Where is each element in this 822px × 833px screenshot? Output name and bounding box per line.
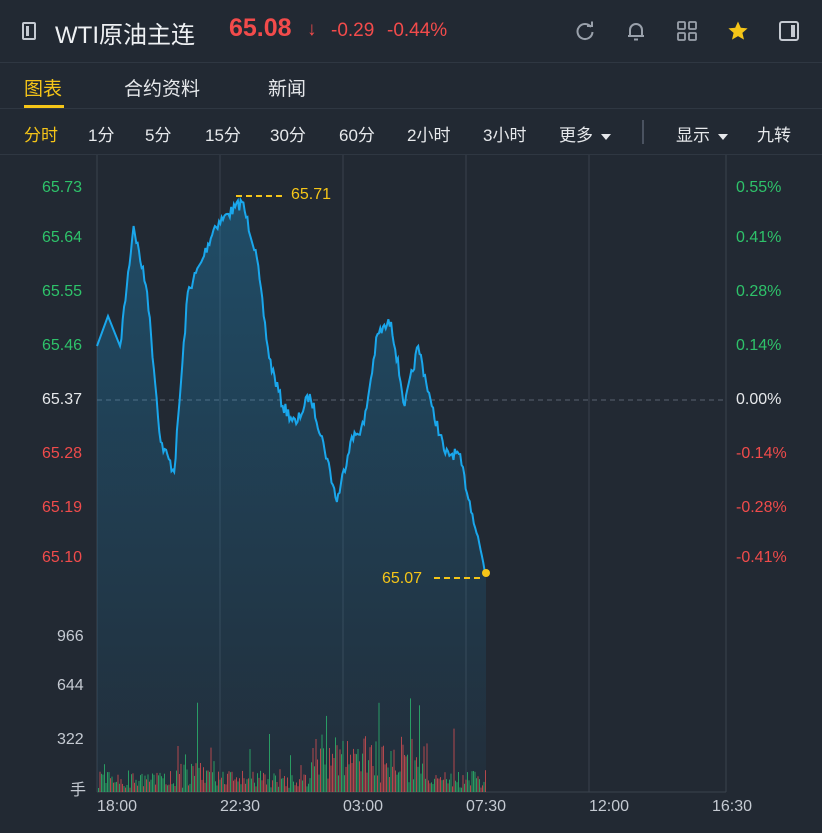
period-30m[interactable]: 30分 bbox=[270, 126, 306, 145]
low-price-label: 65.07 bbox=[382, 570, 423, 587]
tab-bar: 图表 合约资料 新闻 bbox=[0, 62, 822, 109]
bell-icon[interactable] bbox=[625, 20, 647, 42]
percent-tick: -0.14% bbox=[736, 445, 787, 462]
down-arrow-icon: ↓ bbox=[307, 19, 317, 40]
percent-tick: -0.28% bbox=[736, 499, 787, 516]
period-1m[interactable]: 1分 bbox=[88, 126, 115, 145]
period-15m[interactable]: 15分 bbox=[205, 126, 241, 145]
period-more-dropdown[interactable]: 更多 bbox=[559, 121, 611, 146]
price-line bbox=[96, 196, 487, 575]
time-tick: 12:00 bbox=[589, 798, 630, 815]
time-tick: 22:30 bbox=[220, 798, 261, 815]
high-price-label: 65.71 bbox=[291, 186, 332, 203]
display-label: 显示 bbox=[676, 126, 710, 145]
volume-unit: 手 bbox=[70, 782, 87, 799]
percent-tick: 0.14% bbox=[736, 337, 782, 354]
header-bar: WTI原油主连 65.08 ↓ -0.29 -0.44% bbox=[0, 0, 822, 63]
time-tick: 03:00 bbox=[343, 798, 384, 815]
last-price: 65.08 bbox=[229, 14, 292, 42]
display-dropdown[interactable]: 显示 bbox=[676, 121, 728, 146]
percent-tick: 0.41% bbox=[736, 229, 782, 246]
period-60m[interactable]: 60分 bbox=[339, 126, 375, 145]
price-tick: 65.19 bbox=[42, 499, 83, 516]
instrument-title: WTI原油主连 bbox=[55, 22, 195, 49]
jiuzhuan-button[interactable]: 九转 bbox=[757, 126, 791, 145]
chevron-down-icon bbox=[718, 133, 728, 140]
star-icon[interactable] bbox=[727, 20, 749, 42]
price-tick: 65.28 bbox=[42, 445, 83, 462]
price-area-fill bbox=[97, 199, 486, 793]
sidebar-toggle-icon[interactable] bbox=[22, 22, 36, 40]
price-tick: 65.37 bbox=[42, 391, 83, 408]
panel-icon[interactable] bbox=[778, 20, 800, 42]
price-tick: 65.55 bbox=[42, 283, 83, 300]
tab-news[interactable]: 新闻 bbox=[268, 79, 307, 100]
percent-tick: 0.55% bbox=[736, 179, 782, 196]
chevron-down-icon bbox=[601, 133, 611, 140]
percent-tick: 0.00% bbox=[736, 391, 782, 408]
period-toolbar: 分时 1分 5分 15分 30分 60分 2小时 3小时 更多 显示 九转 bbox=[0, 108, 822, 155]
more-label: 更多 bbox=[559, 126, 593, 145]
tab-contract-info[interactable]: 合约资料 bbox=[124, 79, 201, 100]
time-tick: 18:00 bbox=[97, 798, 138, 815]
period-3h[interactable]: 3小时 bbox=[483, 126, 527, 145]
price-change: -0.29 bbox=[331, 20, 375, 41]
price-tick: 65.46 bbox=[42, 337, 83, 354]
price-tick: 65.64 bbox=[42, 229, 83, 246]
tab-chart[interactable]: 图表 bbox=[24, 79, 63, 100]
price-tick: 65.73 bbox=[42, 179, 83, 196]
last-price-dot bbox=[482, 569, 490, 577]
price-tick: 65.10 bbox=[42, 549, 83, 566]
time-tick: 07:30 bbox=[466, 798, 507, 815]
period-2h[interactable]: 2小时 bbox=[407, 126, 451, 145]
volume-tick: 322 bbox=[57, 731, 84, 748]
volume-tick: 966 bbox=[57, 628, 84, 645]
price-change-percent: -0.44% bbox=[387, 20, 448, 41]
extreme-markers bbox=[236, 195, 490, 579]
refresh-icon[interactable] bbox=[574, 20, 596, 42]
percent-tick: -0.41% bbox=[736, 549, 787, 566]
grid-icon[interactable] bbox=[676, 20, 698, 42]
toolbar-divider bbox=[642, 120, 644, 144]
percent-tick: 0.28% bbox=[736, 283, 782, 300]
volume-tick: 644 bbox=[57, 677, 84, 694]
time-tick: 16:30 bbox=[712, 798, 753, 815]
period-timeshare[interactable]: 分时 bbox=[24, 126, 58, 145]
period-5m[interactable]: 5分 bbox=[145, 126, 172, 145]
active-tab-indicator bbox=[24, 105, 64, 108]
